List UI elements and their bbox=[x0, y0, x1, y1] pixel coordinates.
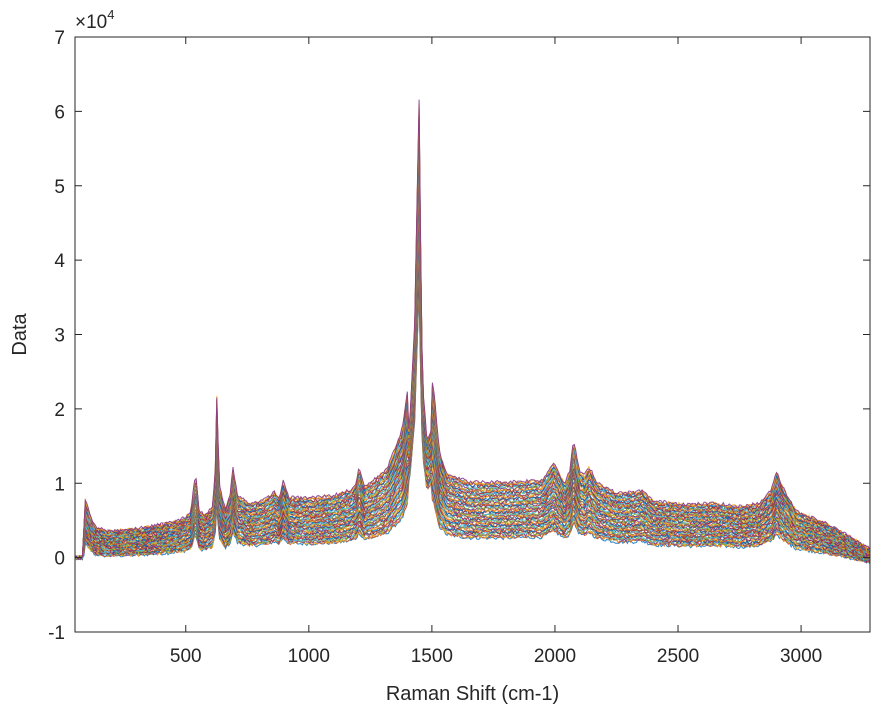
spectrum-line bbox=[74, 217, 870, 560]
y-axis-multiplier-base: ×10 bbox=[75, 12, 107, 33]
y-tick-label: 3 bbox=[54, 326, 65, 347]
spectrum-line bbox=[74, 176, 870, 560]
x-tick-label: 1500 bbox=[411, 646, 453, 667]
y-tick-label: 4 bbox=[54, 251, 65, 272]
y-tick-label: 1 bbox=[54, 474, 65, 495]
y-axis-multiplier: ×104 bbox=[75, 7, 114, 33]
y-tick-label: -1 bbox=[48, 623, 65, 644]
spectrum-line bbox=[74, 242, 870, 560]
y-tick-label: 0 bbox=[54, 549, 65, 570]
y-tick-label: 7 bbox=[54, 28, 65, 49]
x-tick-label: 3000 bbox=[780, 646, 822, 667]
x-tick-label: 2500 bbox=[657, 646, 699, 667]
y-axis-multiplier-exponent: 4 bbox=[107, 7, 114, 22]
y-axis-label: Data bbox=[9, 313, 31, 356]
spectrum-line bbox=[74, 237, 870, 560]
x-axis-label: Raman Shift (cm-1) bbox=[386, 683, 559, 705]
y-tick-label: 5 bbox=[54, 177, 65, 198]
axis-ticks-group: 500 1000 1500 2000 2500 3000 -1 0 1 2 3 4 5 6 7 bbox=[48, 28, 870, 667]
spectra-series-group bbox=[74, 99, 870, 564]
x-tick-label: 1000 bbox=[288, 646, 330, 667]
y-tick-label: 6 bbox=[54, 102, 65, 123]
spectrum-line bbox=[74, 163, 870, 559]
spectrum-line bbox=[74, 200, 870, 560]
x-tick-label: 2000 bbox=[534, 646, 576, 667]
x-tick-label: 500 bbox=[170, 646, 202, 667]
spectrum-line bbox=[74, 99, 870, 561]
y-tick-label: 2 bbox=[54, 400, 65, 421]
